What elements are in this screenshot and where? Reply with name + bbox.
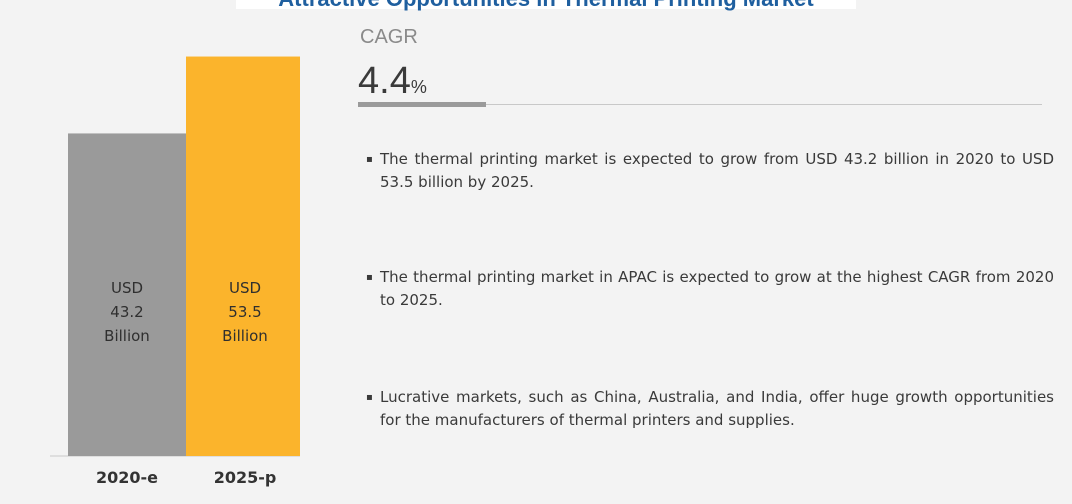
bullet-item: The thermal printing market is expected … bbox=[366, 148, 1054, 194]
bar-value-label-2025: USD 53.5 Billion bbox=[186, 276, 304, 348]
bar-value-scale: Billion bbox=[104, 327, 150, 345]
bar-value-scale: Billion bbox=[222, 327, 268, 345]
bar-value-number: 43.2 bbox=[110, 303, 144, 321]
divider-line bbox=[358, 104, 1042, 105]
chart-title: Attractive Opportunities in Thermal Prin… bbox=[240, 0, 852, 12]
cagr-number: 4.4 bbox=[358, 60, 411, 102]
bar-value-unit: USD bbox=[228, 279, 262, 297]
cagr-unit: % bbox=[410, 77, 427, 97]
cagr-value: 4.4% bbox=[358, 60, 427, 103]
divider-accent bbox=[358, 102, 486, 107]
bar-value-number: 53.5 bbox=[228, 303, 262, 321]
category-label-2025: 2025-p bbox=[213, 468, 277, 487]
bullet-item: The thermal printing market in APAC is e… bbox=[366, 266, 1054, 312]
bar-chart bbox=[50, 56, 300, 457]
bullet-item: Lucrative markets, such as China, Austra… bbox=[366, 386, 1054, 432]
cagr-label: CAGR bbox=[360, 26, 418, 48]
bar-2020 bbox=[68, 133, 186, 456]
bar-2025 bbox=[186, 56, 300, 457]
category-label-2020: 2020-e bbox=[95, 468, 159, 487]
bar-value-unit: USD bbox=[110, 279, 144, 297]
title-strip bbox=[236, 0, 856, 9]
bar-value-label-2020: USD 43.2 Billion bbox=[68, 276, 186, 348]
